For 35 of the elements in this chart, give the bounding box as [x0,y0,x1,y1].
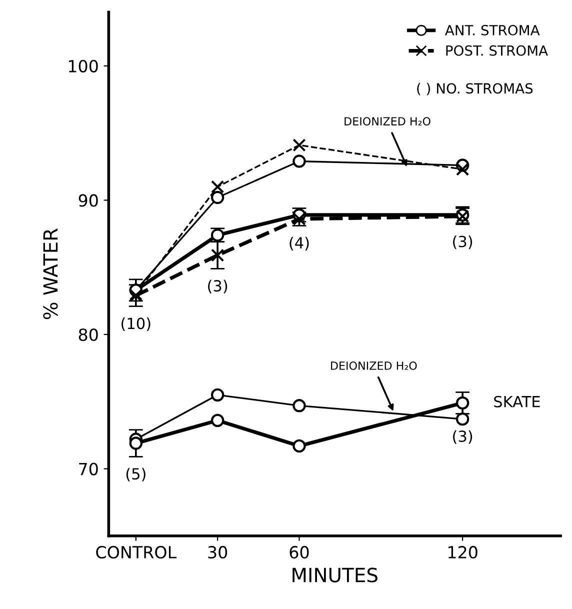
annotation: SKATE [494,396,540,408]
legend-label: POST. STROMA [446,45,548,56]
point [210,190,224,204]
legend-label: ANT. STROMA [445,24,540,36]
x-tick-label: 30 [208,546,228,559]
point [456,396,470,410]
point [210,180,224,194]
y-axis-title: % WATER [43,228,58,320]
point [292,154,306,168]
annotation: (3) [453,430,472,444]
annotation: (4) [290,236,309,250]
annotation: (10) [122,317,150,332]
point [456,162,470,176]
x-tick-label: 120 [448,546,478,559]
annotation: ( ) NO. STROMAS [417,82,533,96]
annotation: DEIONIZED H₂O [331,361,417,370]
annotation: (3) [453,235,472,250]
x-tick-label: CONTROL [96,546,177,559]
point [292,439,306,453]
point [129,436,142,450]
point [210,388,224,402]
y-tick-label: 80 [78,328,98,342]
annotation: (5) [126,468,146,482]
x-axis-title: MINUTES [292,568,378,582]
x-tick-label: 60 [290,546,309,559]
y-tick-label: 70 [79,462,98,476]
point [292,399,306,412]
point [456,412,470,426]
point [210,414,224,428]
annotation: (3) [208,280,228,294]
y-tick-label: 90 [78,194,98,207]
point [292,138,306,152]
y-tick-label: 100 [68,60,98,72]
point [210,248,224,262]
annotation: DEIONIZED H₂O [344,117,430,126]
